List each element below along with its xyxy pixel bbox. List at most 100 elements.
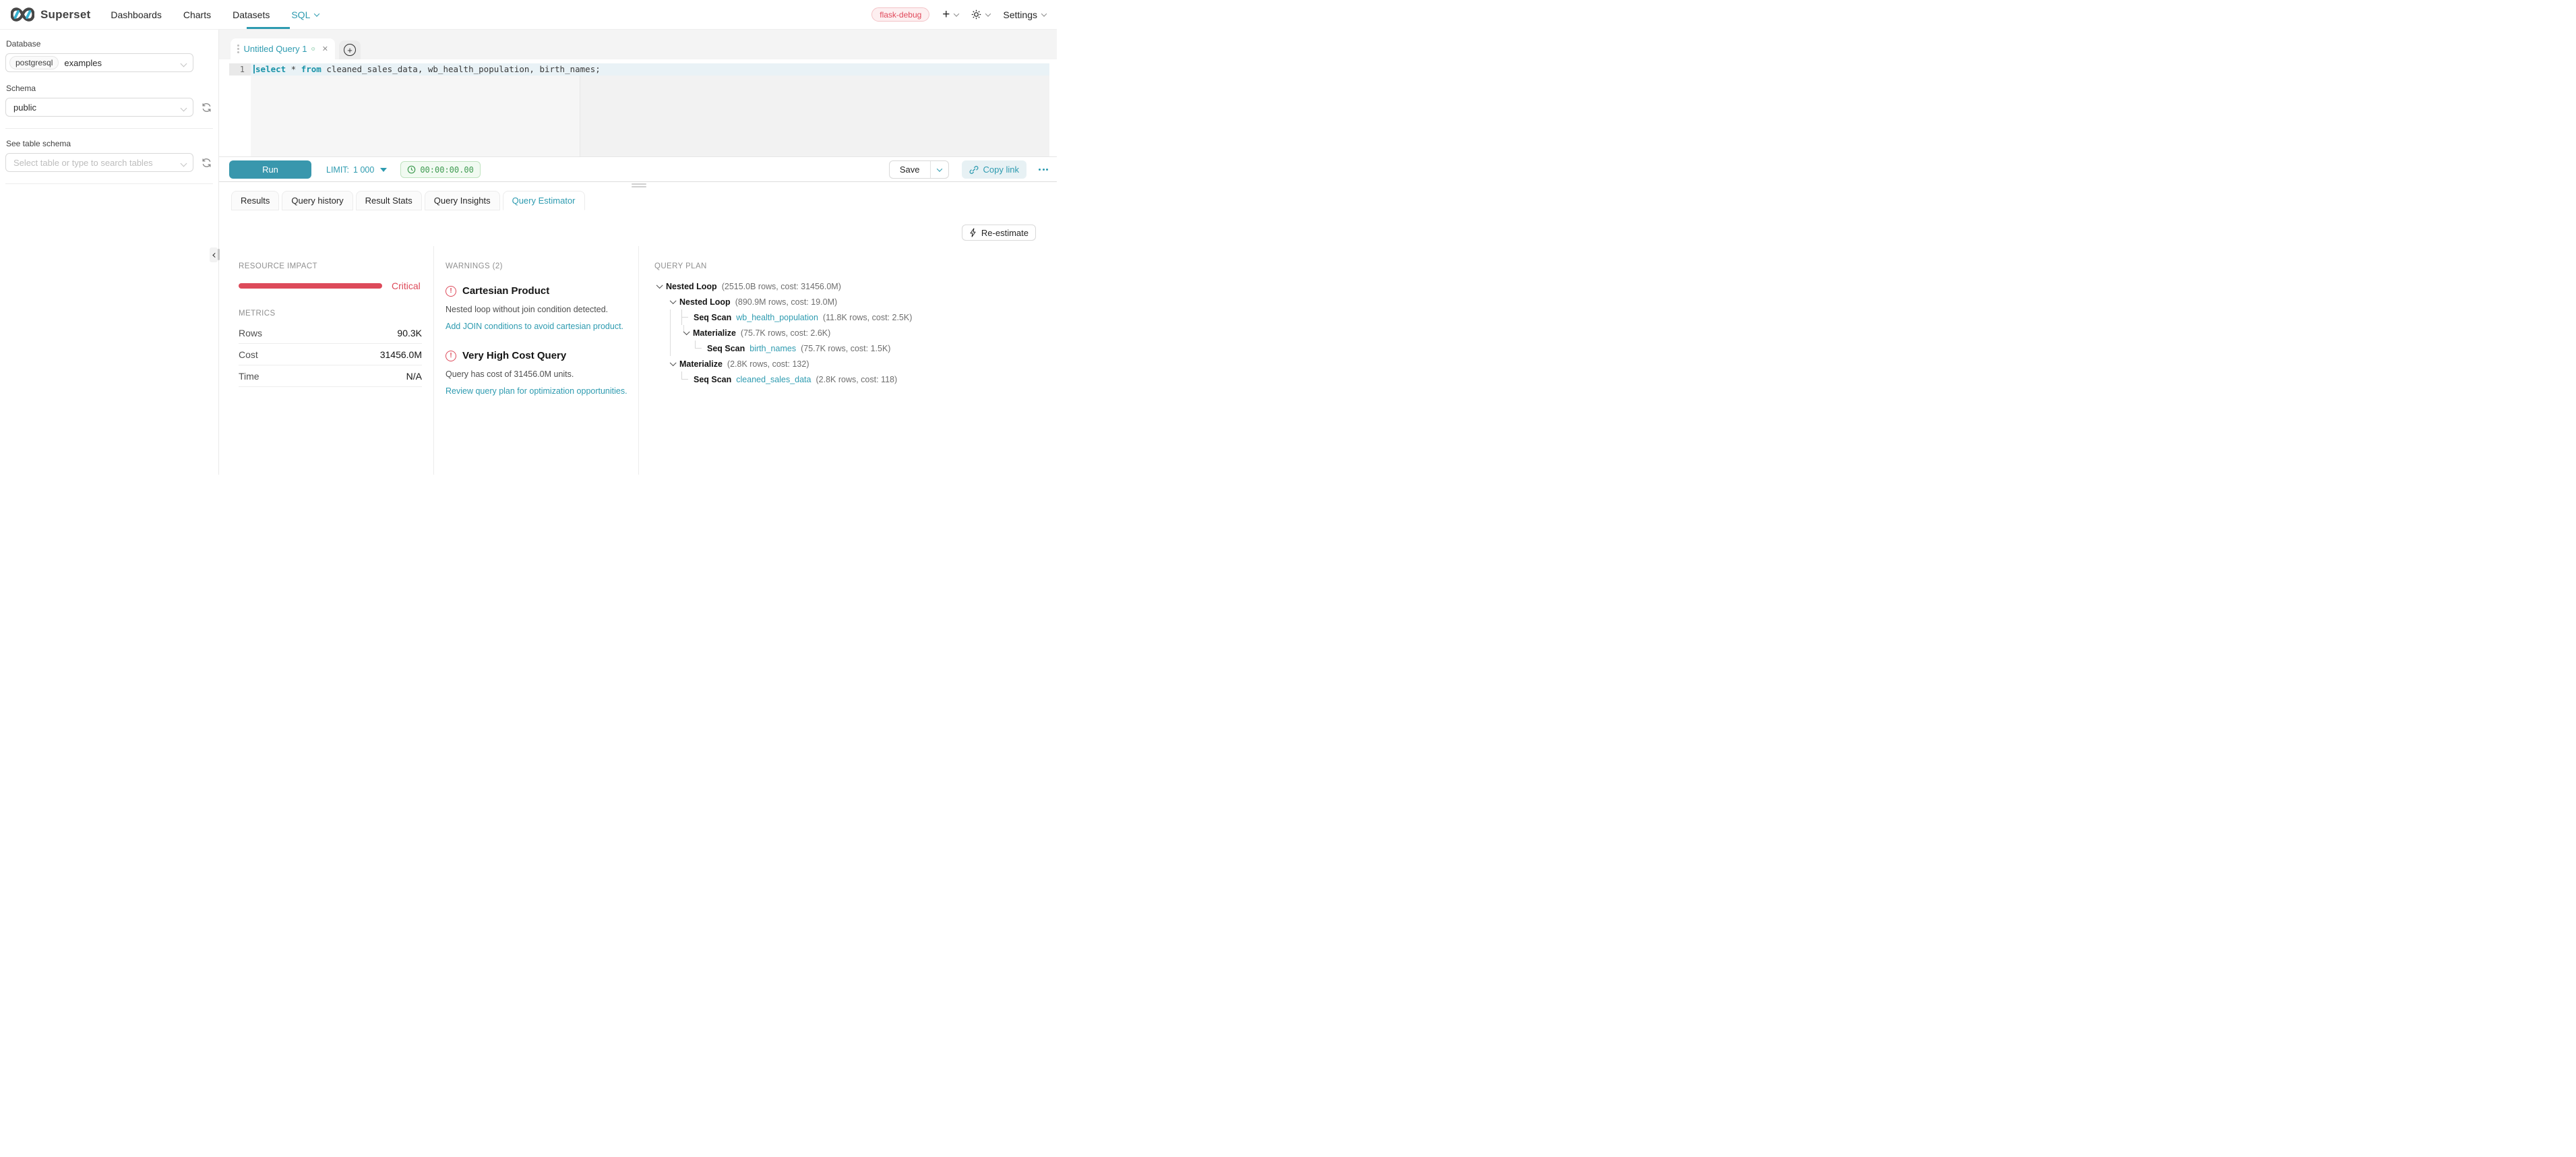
nav-item-charts[interactable]: Charts: [183, 9, 212, 20]
metrics-table: Rows 90.3K Cost 31456.0M Time N/A: [239, 322, 422, 387]
superset-home-link[interactable]: Superset: [11, 7, 90, 22]
limit-dropdown[interactable]: LIMIT: 1 000: [326, 165, 388, 175]
metrics-heading: METRICS: [239, 309, 276, 318]
table-schema-label: See table schema: [6, 139, 71, 148]
metric-value: 31456.0M: [379, 349, 422, 360]
reestimate-label: Re-estimate: [981, 227, 1029, 238]
database-label: Database: [6, 39, 41, 49]
tab-query-history[interactable]: Query history: [282, 191, 353, 210]
pane-splitter[interactable]: [219, 181, 1057, 182]
navbar-right: flask-debug + Settings: [871, 7, 1047, 22]
tab-drag-handle-icon[interactable]: [237, 44, 239, 53]
refresh-schemas-button[interactable]: [200, 102, 213, 113]
tree-connector-line: [670, 309, 671, 356]
plan-node: Seq Scan birth_names (75.7K rows, cost: …: [654, 340, 1049, 356]
splitter-drag-handle[interactable]: [632, 183, 646, 187]
plan-table-link[interactable]: cleaned_sales_data: [736, 374, 811, 384]
settings-label: Settings: [1003, 9, 1037, 20]
tree-tee-connector: [681, 309, 691, 325]
schema-select[interactable]: public: [5, 98, 193, 117]
chevron-down-icon: [954, 10, 960, 17]
metric-row-cost: Cost 31456.0M: [239, 344, 422, 365]
impact-level-bar: [239, 283, 382, 289]
tab-results[interactable]: Results: [231, 191, 280, 210]
sql-text: cleaned_sales_data, wb_health_population…: [321, 64, 601, 74]
plan-op: Nested Loop: [666, 281, 717, 291]
sql-code-line[interactable]: select * from cleaned_sales_data, wb_hea…: [253, 63, 601, 76]
tree-collapse-chevron[interactable]: [668, 359, 679, 366]
table-select[interactable]: Select table or type to search tables: [5, 153, 193, 172]
reestimate-button[interactable]: Re-estimate: [961, 225, 1036, 241]
navbar: Superset Dashboards Charts Datasets SQL …: [0, 0, 1057, 30]
sidebar-collapse-button[interactable]: [210, 247, 218, 262]
tree-collapse-chevron[interactable]: [681, 328, 693, 335]
limit-value: 1 000: [353, 165, 375, 175]
plan-op: Seq Scan: [694, 374, 732, 384]
run-query-button[interactable]: Run: [229, 160, 311, 179]
close-tab-icon[interactable]: ✕: [321, 45, 328, 53]
main-menu: Dashboards Charts Datasets SQL: [111, 9, 320, 20]
plan-op: Seq Scan: [694, 312, 732, 322]
plan-node: Materialize (75.7K rows, cost: 2.6K): [654, 325, 1049, 340]
editor-active-line-highlight: [251, 63, 1049, 76]
database-select[interactable]: postgresql examples: [5, 53, 193, 72]
environment-tag-badge: flask-debug: [871, 7, 930, 22]
settings-menu[interactable]: Settings: [1003, 9, 1047, 20]
nav-item-dashboards[interactable]: Dashboards: [111, 9, 162, 20]
table-select-placeholder: Select table or type to search tables: [13, 157, 153, 168]
column-divider: [433, 246, 434, 475]
brand-name: Superset: [40, 7, 91, 21]
refresh-tables-button[interactable]: [200, 158, 213, 168]
plan-meta: (2.8K rows, cost: 118): [816, 374, 898, 384]
nav-item-sql[interactable]: SQL: [291, 9, 320, 20]
sqllab-main: Untitled Query 1 ✕ + 1 select * from cle…: [219, 30, 1057, 475]
warnings-heading: WARNINGS (2): [446, 262, 503, 270]
query-tab-title: Untitled Query 1: [243, 44, 307, 54]
plan-op: Materialize: [679, 359, 723, 369]
tree-connector-line: [683, 325, 684, 332]
editor-toolbar: Run LIMIT: 1 000 00:00:00.00 Save: [219, 156, 1057, 182]
plan-op: Seq Scan: [707, 343, 745, 353]
new-item-menu[interactable]: +: [942, 7, 960, 22]
query-timer: 00:00:00.00: [400, 161, 481, 178]
plan-table-link[interactable]: wb_health_population: [736, 312, 818, 322]
nav-item-datasets[interactable]: Datasets: [233, 9, 270, 20]
metric-value: 90.3K: [397, 327, 422, 338]
tree-collapse-chevron[interactable]: [654, 282, 666, 289]
sidebar-scrollbar[interactable]: [218, 249, 220, 260]
plan-op: Nested Loop: [679, 297, 731, 307]
warnings-column: WARNINGS (2) ! Cartesian Product Nested …: [434, 246, 638, 475]
circled-plus-icon: +: [344, 44, 356, 56]
sidebar-divider: [5, 183, 213, 184]
copy-link-button[interactable]: Copy link: [961, 160, 1026, 179]
plan-table-link[interactable]: birth_names: [749, 343, 797, 353]
sql-lab-app: Superset Dashboards Charts Datasets SQL …: [0, 0, 1057, 475]
tree-collapse-chevron[interactable]: [668, 297, 679, 304]
tab-query-estimator[interactable]: Query Estimator: [502, 191, 585, 210]
link-icon: [969, 165, 978, 174]
save-button[interactable]: Save: [899, 165, 920, 175]
warning-very-high-cost: ! Very High Cost Query Query has cost of…: [446, 350, 634, 397]
timer-value: 00:00:00.00: [420, 165, 474, 175]
sidebar-divider: [5, 128, 213, 129]
add-query-tab-button[interactable]: +: [339, 40, 361, 59]
sun-icon: [972, 9, 981, 20]
tab-query-insights[interactable]: Query Insights: [424, 191, 500, 210]
query-tab-untitled-query-1[interactable]: Untitled Query 1 ✕: [231, 38, 335, 59]
theme-menu[interactable]: [971, 9, 991, 20]
tab-result-stats[interactable]: Result Stats: [355, 191, 422, 210]
refresh-icon: [202, 158, 211, 167]
plan-node: Nested Loop (890.9M rows, cost: 19.0M): [654, 294, 1049, 309]
metric-label: Cost: [239, 349, 258, 360]
warning-suggestion-link[interactable]: Review query plan for optimization oppor…: [446, 386, 627, 396]
chevron-down-icon: [180, 60, 187, 67]
sql-editor[interactable]: 1 select * from cleaned_sales_data, wb_h…: [229, 59, 1049, 156]
save-options-button[interactable]: [929, 161, 948, 178]
editor-empty-area[interactable]: [251, 76, 1049, 156]
limit-label: LIMIT:: [326, 165, 350, 175]
warning-suggestion-link[interactable]: Add JOIN conditions to avoid cartesian p…: [446, 322, 624, 331]
query-plan-column: QUERY PLAN Nested Loop (2515.0B rows, co…: [639, 246, 1049, 475]
more-actions-button[interactable]: [1037, 166, 1049, 173]
plus-icon: +: [942, 7, 950, 22]
warning-title: Very High Cost Query: [462, 350, 567, 361]
